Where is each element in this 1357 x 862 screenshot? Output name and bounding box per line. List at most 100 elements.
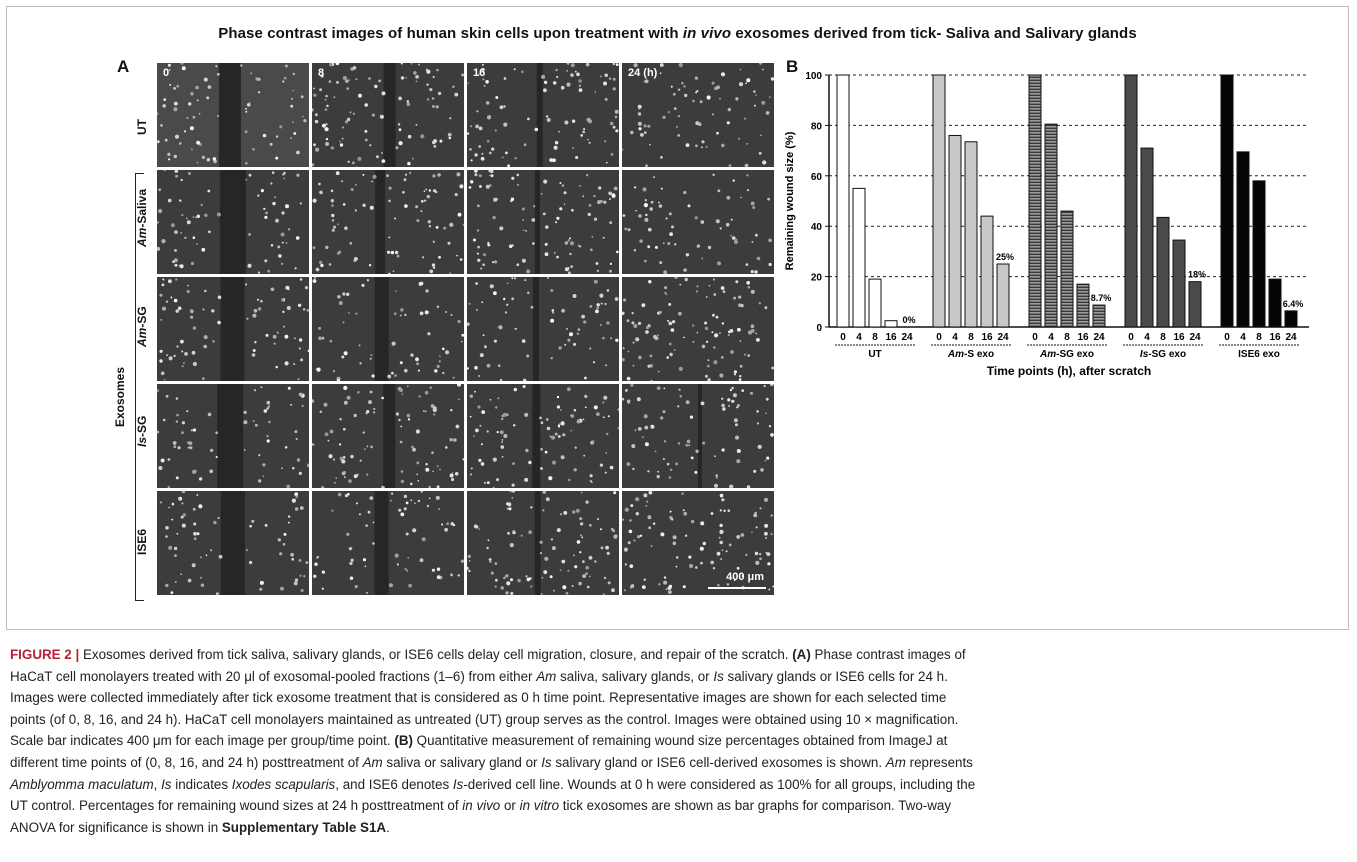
micrograph-r2-t1: [312, 277, 464, 381]
figure-title-italic: in vivo: [682, 25, 732, 42]
x-tick-label-g3-0: 0: [1128, 332, 1134, 343]
bar-g4-t4: [1236, 151, 1250, 328]
bar-g4-t0: [1220, 74, 1234, 328]
x-tick-label-g3-1: 4: [1144, 332, 1150, 343]
x-tick-label-g0-4: 24: [901, 332, 913, 343]
group-label-0: UT: [868, 349, 881, 360]
micrograph-r0-t3: 24 (h): [622, 63, 774, 167]
group-label-4: ISE6 exo: [1238, 349, 1280, 360]
bar-annotation-g3: 18%: [1188, 270, 1206, 280]
bar-annotation-g1: 25%: [996, 252, 1014, 262]
wound-size-chart: 0 20 40 60 80 100 Remaining wound size (%) 0 4 8 1…: [777, 63, 1317, 408]
micrograph-r1-t3: [622, 170, 774, 274]
bar-g4-t8: [1252, 180, 1266, 328]
micrograph-r0-t2: 16: [467, 63, 619, 167]
x-tick-label-g4-2: 8: [1256, 332, 1262, 343]
caption-line-1: FIGURE 2 | Exosomes derived from tick sa…: [10, 647, 966, 662]
micrograph-r2-t2: [467, 277, 619, 381]
x-axis-label: Time points (h), after scratch: [987, 364, 1151, 378]
group-label-3: Is-SG exo: [1140, 349, 1186, 360]
timepoint-label-3: 24 (h): [628, 67, 658, 79]
x-tick-label-g4-1: 4: [1240, 332, 1246, 343]
caption-line-5: Scale bar indicates 400 μm for each imag…: [10, 733, 948, 749]
bar-g0-t0: [836, 74, 850, 328]
caption-line-4: points (of 0, 8, 16, and 24 h). HaCaT ce…: [10, 711, 959, 727]
micrograph-r2-t3: [622, 277, 774, 381]
bar-g1-t8: [964, 141, 978, 328]
x-tick-label-g1-0: 0: [936, 332, 942, 343]
group-label-2: Am-SG exo: [1039, 349, 1094, 360]
x-tick-label-g1-3: 16: [981, 332, 993, 343]
caption-line-8: UT control. Percentages for remaining wo…: [10, 798, 952, 814]
y-tick-label-60: 60: [811, 172, 823, 183]
x-tick-label-g3-4: 24: [1189, 332, 1201, 343]
micrograph-r3-t1: [312, 384, 464, 488]
figure-caption: FIGURE 2 | Exosomes derived from tick sa…: [10, 644, 1346, 838]
x-tick-label-g2-1: 4: [1048, 332, 1054, 343]
bar-g1-t0: [932, 74, 946, 328]
bar-g3-t16: [1172, 239, 1186, 328]
x-tick-label-g1-4: 24: [997, 332, 1009, 343]
micrograph-r1-t1: [312, 170, 464, 274]
x-tick-label-g0-0: 0: [840, 332, 846, 343]
x-tick-label-g3-3: 16: [1173, 332, 1185, 343]
bar-g2-t8: [1060, 210, 1074, 328]
bar-g0-t8: [868, 278, 882, 328]
scale-bar-label: 400 μm: [726, 571, 764, 583]
micrograph-r0-t0: 0: [157, 63, 309, 167]
x-tick-label-g4-0: 0: [1224, 332, 1230, 343]
micrograph-r3-t3: [622, 384, 774, 488]
x-tick-label-g2-2: 8: [1064, 332, 1070, 343]
y-tick-label-40: 40: [811, 222, 823, 233]
figure-title: Phase contrast images of human skin cell…: [7, 25, 1348, 42]
caption-line-7: Amblyomma maculatum, Is indicates Ixodes…: [10, 776, 976, 792]
micrograph-r4-t2: [467, 491, 619, 595]
exosomes-bracket: [135, 173, 144, 601]
bar-g3-t0: [1124, 74, 1138, 328]
x-tick-label-g1-1: 4: [952, 332, 958, 343]
bar-g4-t16: [1268, 278, 1282, 328]
figure-title-text-2: exosomes derived from tick- Saliva and S…: [731, 25, 1137, 42]
micrograph-r1-t0: [157, 170, 309, 274]
micrograph-r4-t1: [312, 491, 464, 595]
caption-line-2: HaCaT cell monolayers treated with 20 μl…: [10, 668, 948, 684]
micrograph-r2-t0: [157, 277, 309, 381]
panel-b-label: B: [786, 57, 799, 76]
x-tick-label-g0-3: 16: [885, 332, 897, 343]
bar-annotation-g4: 6.4%: [1283, 299, 1304, 309]
x-tick-label-g4-3: 16: [1269, 332, 1281, 343]
bar-g3-t24: [1188, 281, 1202, 328]
x-tick-label-g0-2: 8: [872, 332, 878, 343]
micrograph-r0-t1: 8: [312, 63, 464, 167]
bar-g1-t4: [948, 134, 962, 328]
bar-g0-t16: [884, 320, 898, 328]
x-tick-label-g2-4: 24: [1093, 332, 1105, 343]
bar-g2-t0: [1028, 74, 1042, 328]
y-axis-label: Remaining wound size (%): [784, 131, 796, 270]
micrograph-r3-t0: [157, 384, 309, 488]
y-tick-label-100: 100: [805, 71, 822, 82]
group-label-1: Am-S exo: [947, 349, 994, 360]
bar-g2-t4: [1044, 123, 1058, 328]
timepoint-label-1: 8: [318, 67, 325, 79]
bar-g2-t16: [1076, 283, 1090, 328]
micrograph-r3-t2: [467, 384, 619, 488]
figure-title-text: Phase contrast images of human skin cell…: [218, 25, 683, 42]
y-tick-label-0: 0: [816, 323, 822, 334]
bar-g1-t24: [996, 263, 1010, 328]
x-tick-label-g3-2: 8: [1160, 332, 1166, 343]
scale-bar: [708, 587, 766, 589]
caption-line-6: different time points of (0, 8, 16, and …: [10, 754, 973, 770]
bar-g4-t24: [1284, 310, 1298, 328]
bar-g0-t4: [852, 187, 866, 328]
caption-line-9: ANOVA for significance is shown in Suppl…: [10, 819, 390, 835]
row-label-ut: UT: [135, 119, 149, 135]
timepoint-label-2: 16: [473, 67, 486, 79]
timepoint-label-0: 0: [163, 67, 170, 79]
figure-panel: Phase contrast images of human skin cell…: [6, 6, 1349, 630]
x-tick-label-g0-1: 4: [856, 332, 862, 343]
bar-g3-t8: [1156, 216, 1170, 328]
x-tick-label-g1-2: 8: [968, 332, 974, 343]
bar-annotation-g0: 0%: [902, 315, 915, 325]
